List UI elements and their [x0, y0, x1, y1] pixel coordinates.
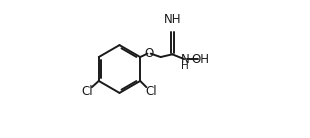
Text: H: H: [181, 61, 189, 71]
Text: OH: OH: [192, 53, 210, 66]
Text: Cl: Cl: [82, 85, 93, 98]
Text: O: O: [144, 47, 154, 60]
Text: NH: NH: [164, 13, 181, 26]
Text: N: N: [181, 53, 190, 66]
Text: Cl: Cl: [145, 85, 157, 98]
